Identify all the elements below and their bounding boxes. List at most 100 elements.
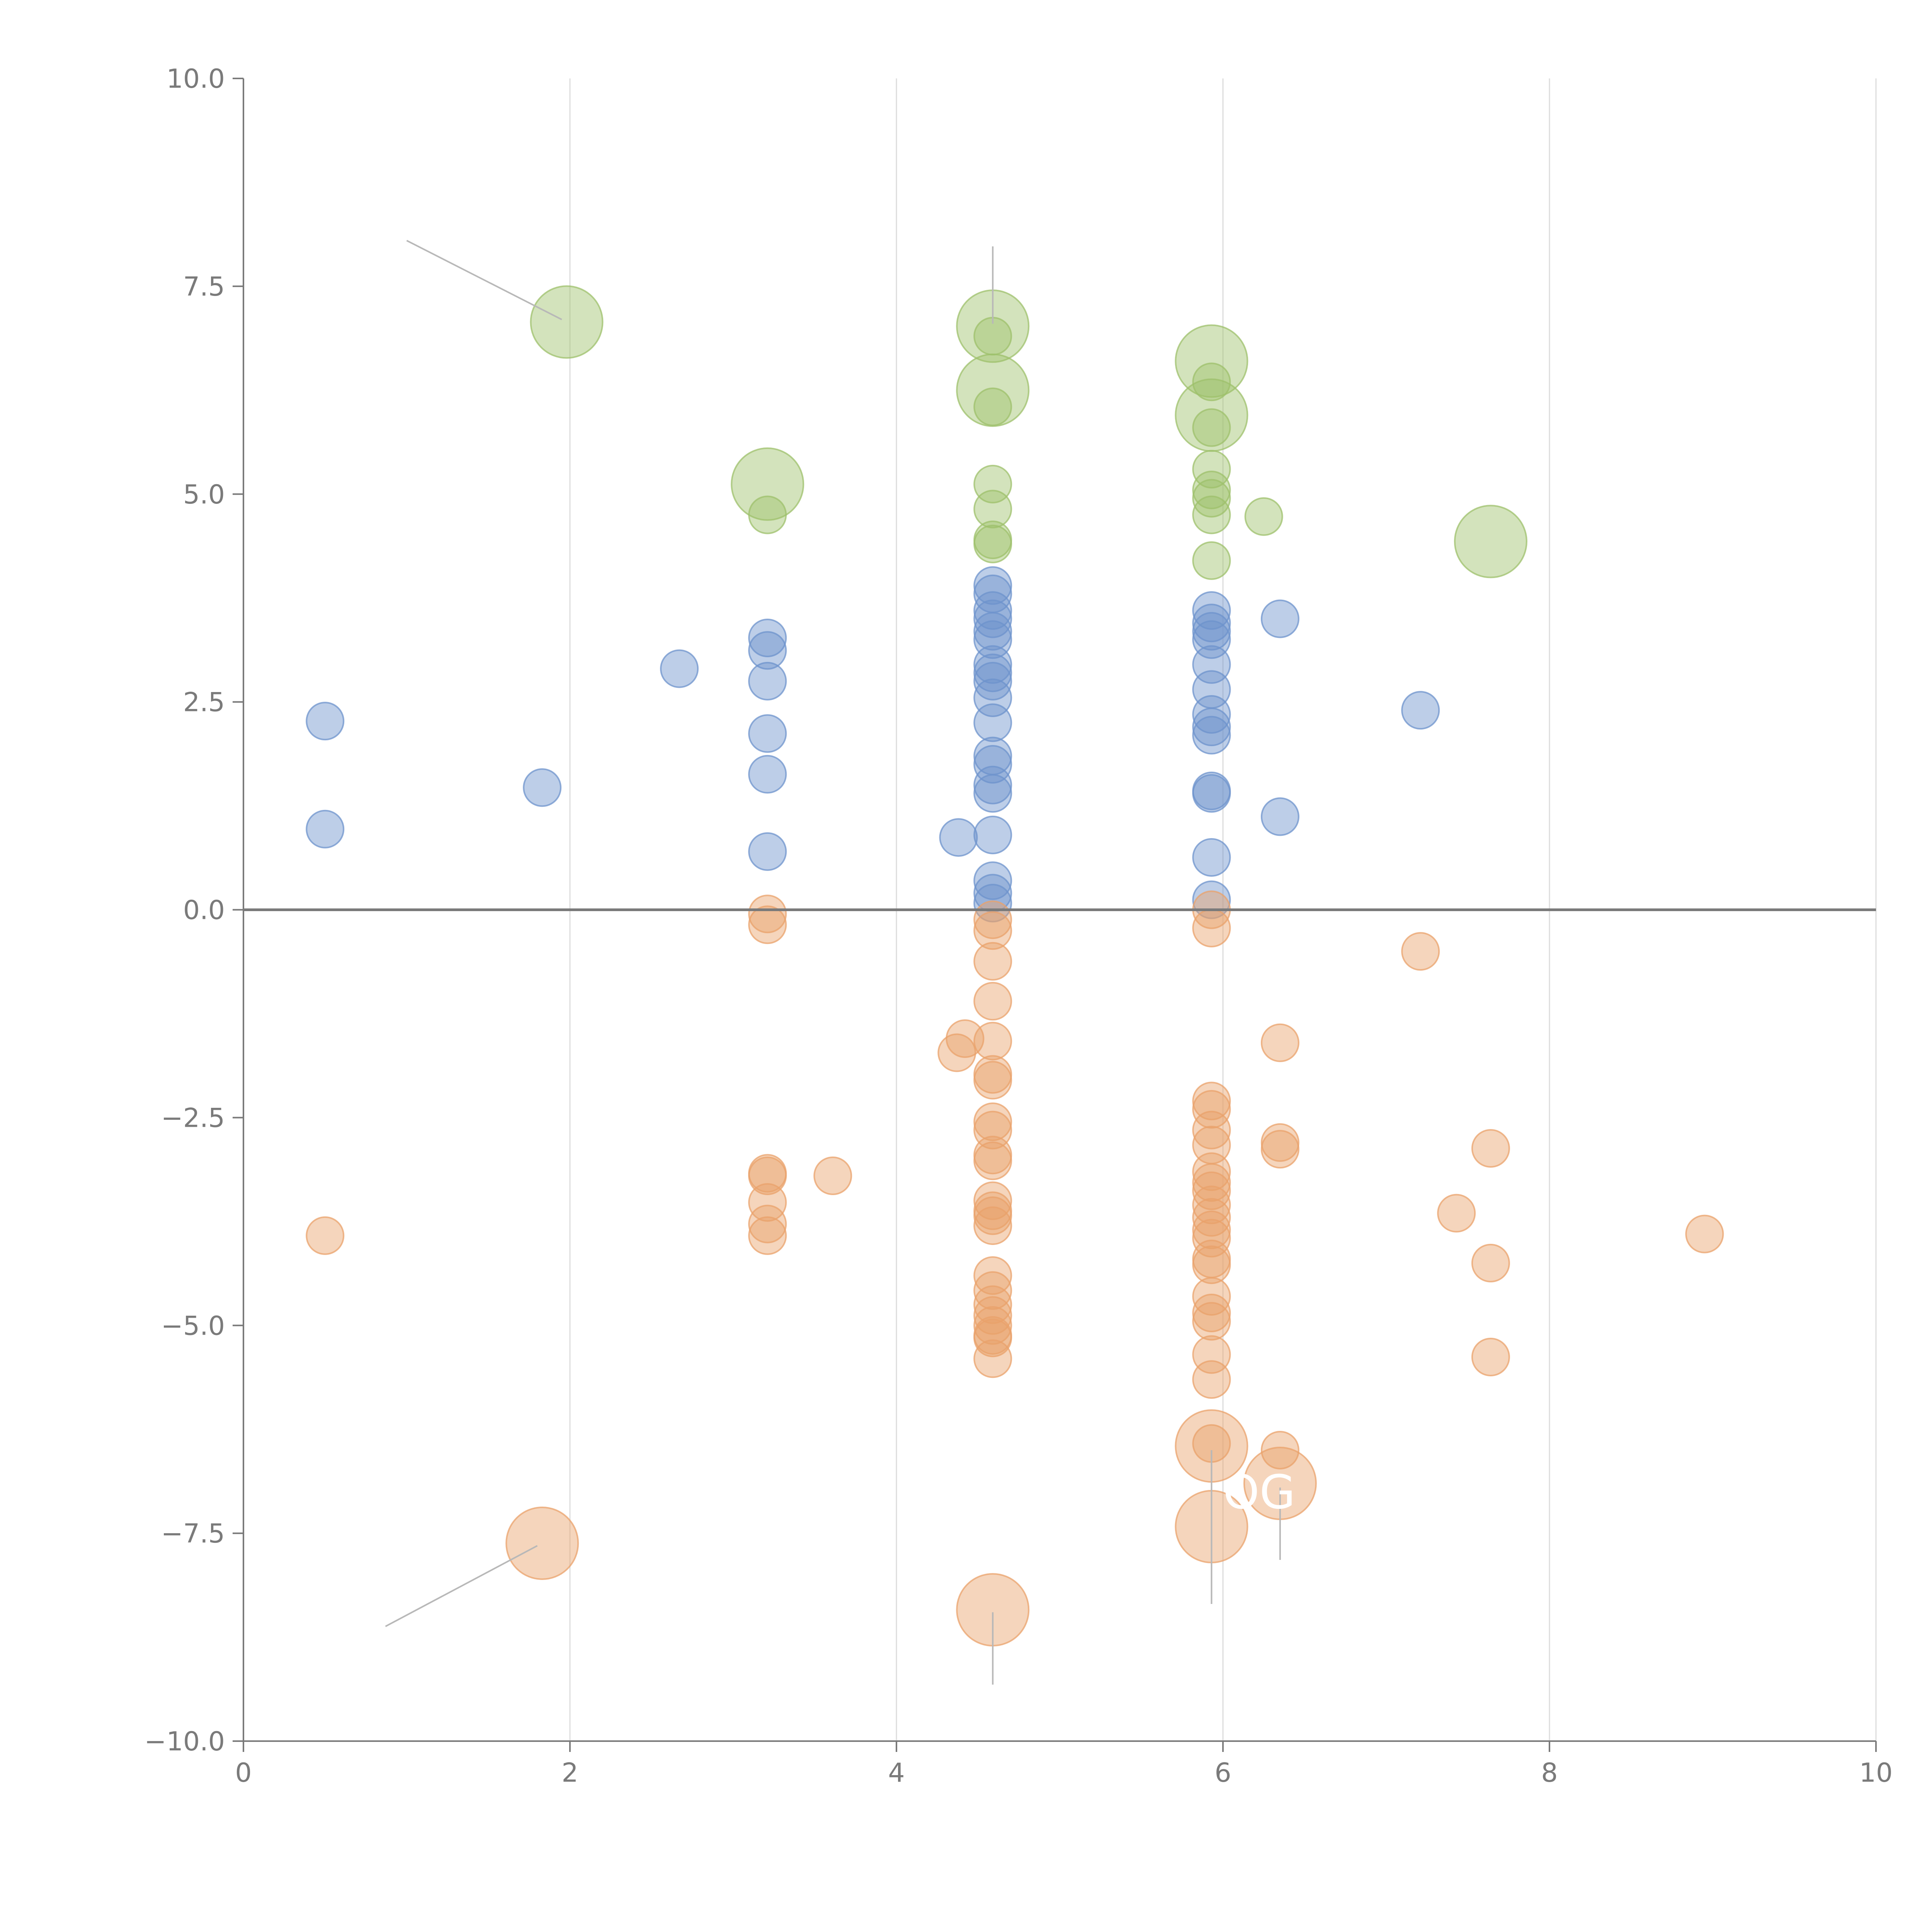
green-point — [1192, 362, 1231, 401]
orange-point — [973, 1136, 1012, 1175]
green-point — [973, 387, 1012, 426]
orange-point — [1260, 1430, 1299, 1469]
orange-point — [1192, 1245, 1231, 1284]
blue-point — [973, 774, 1012, 813]
orange-point — [306, 1216, 345, 1255]
blue-point — [748, 714, 787, 753]
orange-point — [1401, 932, 1440, 971]
orange-point — [1471, 1129, 1510, 1168]
x-tick-label: 2 — [561, 1758, 578, 1788]
blue-point — [973, 815, 1012, 854]
x-tick-label: 10 — [1859, 1758, 1893, 1788]
orange-point — [1192, 1198, 1231, 1237]
blue-point — [973, 662, 1012, 701]
y-tick-label: 7.5 — [183, 272, 225, 302]
orange-point — [1260, 1023, 1299, 1062]
data-points — [306, 285, 1724, 1647]
orange-point — [1260, 1130, 1299, 1169]
orange-point — [973, 1196, 1012, 1235]
green-point — [1192, 450, 1231, 489]
green-point — [1192, 408, 1231, 447]
axes: 0 2 4 6 8 10 10.0 7.5 5.0 2.5 0.0 −2.5 −5.0 −7.5 −10.0 — [145, 64, 1893, 1788]
orange-point — [748, 905, 787, 944]
leader-line — [406, 240, 562, 320]
orange-point — [505, 1506, 579, 1580]
orange-point — [973, 1285, 1012, 1324]
blue-point — [1192, 591, 1231, 630]
green-point — [973, 524, 1012, 563]
green-point — [1192, 495, 1231, 534]
y-tick-label: −2.5 — [161, 1103, 225, 1133]
x-tick-label: 8 — [1541, 1758, 1558, 1788]
blue-point — [748, 662, 787, 701]
orange-point — [1685, 1214, 1724, 1253]
annotations: OG — [1223, 1466, 1295, 1520]
blue-point — [973, 599, 1012, 638]
orange-point — [1192, 1171, 1231, 1210]
blue-point — [306, 810, 345, 849]
blue-point — [1192, 838, 1231, 877]
blue-point — [748, 618, 787, 657]
blue-point — [973, 591, 1012, 630]
blue-point — [1260, 797, 1299, 836]
orange-point — [1192, 908, 1231, 947]
blue-point — [1192, 716, 1231, 755]
blue-point — [748, 631, 787, 670]
orange-point — [813, 1156, 852, 1195]
orange-point — [748, 895, 787, 934]
x-tick-label: 4 — [888, 1758, 905, 1788]
orange-point — [973, 1022, 1012, 1061]
green-point — [1192, 541, 1231, 580]
orange-point — [748, 1183, 787, 1222]
orange-point — [1192, 1293, 1231, 1332]
blue-point — [1192, 612, 1231, 651]
orange-point — [1192, 1210, 1231, 1249]
green-point — [1454, 505, 1527, 578]
orange-point — [973, 942, 1012, 981]
blue-point — [1260, 599, 1299, 638]
orange-point — [973, 1256, 1012, 1295]
annotation-label: OG — [1223, 1466, 1295, 1520]
y-tick-label: −7.5 — [161, 1519, 225, 1549]
green-point — [1244, 497, 1283, 536]
blue-point — [1192, 604, 1231, 643]
orange-point — [973, 1296, 1012, 1335]
blue-point — [973, 861, 1012, 900]
blue-point — [306, 702, 345, 741]
orange-point — [973, 1318, 1012, 1357]
blue-point — [973, 645, 1012, 684]
orange-point — [1192, 1360, 1231, 1399]
blue-point — [939, 818, 978, 857]
blue-point — [973, 612, 1012, 651]
blue-point — [973, 765, 1012, 804]
orange-point — [973, 911, 1012, 950]
leader-lines — [385, 240, 1281, 1685]
orange-point — [1471, 1338, 1510, 1377]
y-tick-label: −10.0 — [145, 1726, 225, 1757]
green-point — [731, 447, 804, 521]
y-tick-label: 0.0 — [183, 895, 225, 926]
y-tick-label: −5.0 — [161, 1311, 225, 1341]
orange-point — [973, 1055, 1012, 1094]
blue-point — [523, 768, 562, 807]
orange-point — [973, 1306, 1012, 1345]
leader-line — [385, 1545, 538, 1627]
x-tick-label: 6 — [1214, 1758, 1231, 1788]
orange-point — [748, 1216, 787, 1255]
orange-point — [1192, 1219, 1231, 1258]
blue-point — [1192, 695, 1231, 734]
orange-point — [1437, 1194, 1476, 1233]
y-tick-label: 2.5 — [183, 687, 225, 718]
green-point — [1192, 479, 1231, 518]
orange-point — [946, 1019, 985, 1058]
blue-point — [973, 745, 1012, 784]
x-tick-label: 0 — [235, 1758, 252, 1788]
orange-point — [973, 1206, 1012, 1245]
green-point — [530, 285, 604, 359]
y-tick-label: 5.0 — [183, 480, 225, 510]
orange-point — [1192, 1111, 1231, 1150]
green-point — [973, 490, 1012, 529]
orange-point — [1192, 1302, 1231, 1341]
orange-point — [973, 1061, 1012, 1100]
